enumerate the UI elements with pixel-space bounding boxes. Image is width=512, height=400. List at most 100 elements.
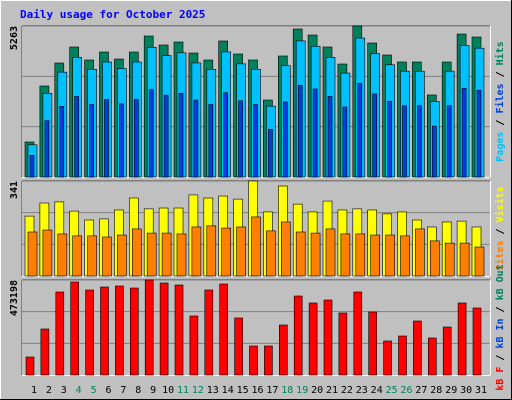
x-tick-label: 22	[341, 385, 353, 396]
x-tick-label: 23	[356, 385, 368, 396]
x-tick-label: 10	[162, 385, 174, 396]
legend: Sites / Visits	[494, 186, 506, 270]
x-tick-label: 31	[475, 385, 487, 396]
x-tick-label: 27	[415, 385, 427, 396]
x-tick-label: 7	[120, 385, 126, 396]
x-tick-label: 5	[91, 385, 97, 396]
bar	[357, 83, 363, 178]
bar	[446, 105, 452, 178]
x-tick-label: 19	[296, 385, 308, 396]
legend: kB F / kB In / kB Out	[495, 264, 506, 390]
bar	[310, 232, 321, 277]
bar	[355, 233, 366, 277]
legend-separator: /	[495, 349, 506, 367]
bar	[474, 246, 485, 277]
bar	[427, 337, 437, 376]
x-tick-label: 28	[430, 385, 442, 396]
legend-entry: kB F	[495, 367, 506, 391]
bar	[132, 228, 142, 277]
bar	[102, 236, 112, 277]
bar	[236, 226, 246, 277]
bar	[431, 125, 437, 178]
x-tick-label: 4	[76, 385, 82, 396]
bar	[219, 283, 228, 376]
bar	[429, 240, 440, 277]
bar	[163, 94, 169, 178]
bar	[174, 284, 184, 376]
bar	[44, 120, 50, 178]
bar	[161, 232, 172, 277]
chart-title: Daily usage for October 2025	[20, 8, 205, 21]
bar	[372, 93, 378, 178]
legend-separator: /	[495, 222, 506, 240]
legend-entry: Hits	[494, 41, 506, 65]
x-tick-label: 29	[445, 385, 457, 396]
bar	[57, 233, 68, 277]
x-tick-label: 21	[326, 385, 338, 396]
x-tick-label: 13	[207, 385, 219, 396]
bar	[295, 231, 306, 277]
bar	[100, 286, 109, 376]
bar	[87, 235, 97, 277]
bar	[74, 96, 79, 178]
bar	[293, 295, 303, 376]
x-tick-label: 25	[386, 385, 398, 396]
bar	[178, 93, 184, 178]
legend-separator: /	[495, 114, 506, 132]
bar	[25, 356, 35, 376]
legend-entry: Pages	[495, 132, 506, 162]
bar	[42, 229, 53, 277]
bar	[221, 227, 231, 277]
bar	[59, 106, 65, 178]
bar	[115, 285, 124, 376]
bar	[268, 128, 273, 178]
bar	[385, 234, 395, 277]
y-tick-label: 473198	[9, 280, 20, 316]
bar	[159, 282, 169, 376]
bar	[413, 320, 422, 376]
bar	[417, 105, 422, 178]
bar	[444, 242, 455, 277]
legend-separator: /	[495, 300, 506, 318]
bar	[193, 99, 199, 178]
x-tick-label: 9	[150, 385, 156, 396]
bar	[176, 233, 187, 277]
bar	[387, 101, 392, 178]
bar	[308, 302, 318, 376]
y-tick-label: 341	[9, 181, 20, 199]
x-tick-label: 1	[31, 385, 37, 396]
bar	[476, 89, 482, 178]
x-tick-label: 30	[460, 385, 472, 396]
bar	[461, 88, 467, 178]
bar	[323, 299, 333, 376]
bar	[353, 291, 363, 376]
bar	[459, 242, 470, 277]
bar	[89, 104, 94, 178]
bar	[472, 307, 482, 376]
bar	[55, 291, 65, 376]
bar	[208, 104, 214, 178]
bar	[251, 216, 261, 277]
x-tick-label: 16	[251, 385, 263, 396]
legend-entry: Files	[494, 83, 506, 113]
bar	[280, 221, 291, 277]
legend-separator: /	[495, 65, 506, 83]
bar	[327, 96, 333, 178]
legend-entry: Visits	[494, 186, 506, 222]
bar	[338, 312, 348, 376]
bar	[402, 105, 407, 178]
x-tick-label: 24	[371, 385, 383, 396]
bar	[191, 226, 202, 277]
bar	[249, 345, 258, 376]
bar	[72, 235, 82, 277]
bar	[340, 233, 351, 277]
x-tick-label: 20	[311, 385, 323, 396]
x-tick-label: 6	[105, 385, 111, 396]
bar	[148, 89, 154, 178]
bar	[400, 235, 410, 277]
bar	[398, 335, 407, 376]
bar	[85, 289, 94, 376]
bar	[282, 101, 288, 178]
x-tick-label: 14	[222, 385, 234, 396]
